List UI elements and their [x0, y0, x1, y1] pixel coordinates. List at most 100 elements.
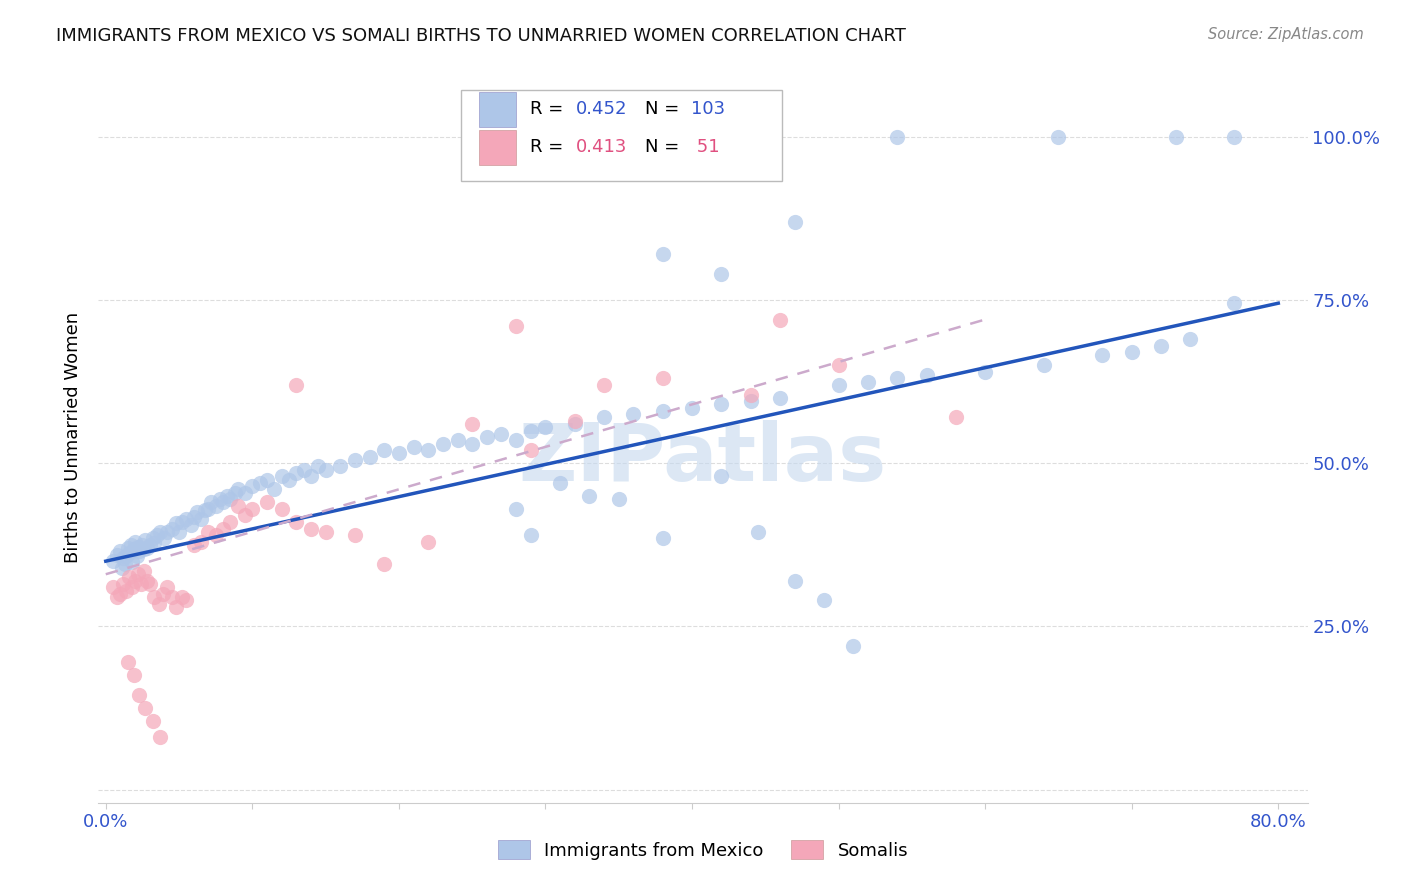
Point [285, 377, 308, 392]
Point [388, 446, 411, 460]
Point [373, 443, 395, 458]
Point [461, 417, 484, 431]
Point [183, 538, 205, 552]
Point [112, 550, 135, 565]
Point [343, 453, 366, 467]
Point [122, 668, 145, 682]
Point [135, 574, 157, 588]
Point [740, 394, 762, 409]
Point [593, 377, 616, 392]
Point [156, 580, 179, 594]
Point [651, 404, 673, 418]
Point [240, 479, 263, 493]
Point [285, 515, 308, 529]
Point [143, 536, 166, 550]
Point [128, 688, 150, 702]
Point [520, 528, 543, 542]
Point [118, 546, 141, 560]
Point [783, 214, 806, 228]
Point [827, 358, 849, 372]
Point [505, 319, 527, 334]
Point [1047, 129, 1070, 144]
Point [520, 424, 543, 438]
Text: R =: R = [530, 101, 569, 119]
Point [505, 434, 527, 448]
Point [432, 436, 454, 450]
Point [418, 534, 440, 549]
Point [886, 129, 908, 144]
Point [134, 533, 156, 548]
Text: Source: ZipAtlas.com: Source: ZipAtlas.com [1208, 27, 1364, 42]
Point [138, 577, 160, 591]
Point [769, 312, 792, 326]
Point [135, 541, 157, 555]
Point [292, 463, 315, 477]
Point [446, 434, 468, 448]
Point [186, 505, 208, 519]
Point [200, 495, 222, 509]
Point [270, 502, 292, 516]
Point [1091, 348, 1114, 362]
Point [115, 583, 138, 598]
Point [194, 503, 217, 517]
Point [115, 549, 138, 563]
Point [217, 489, 239, 503]
Point [842, 639, 865, 653]
Point [783, 574, 806, 588]
Point [146, 528, 169, 542]
Point [747, 524, 769, 539]
Point [152, 587, 174, 601]
Point [974, 365, 997, 379]
Point [204, 499, 226, 513]
Point [226, 483, 249, 497]
Point [190, 534, 212, 549]
Text: IMMIGRANTS FROM MEXICO VS SOMALI BIRTHS TO UNMARRIED WOMEN CORRELATION CHART: IMMIGRANTS FROM MEXICO VS SOMALI BIRTHS … [56, 27, 905, 45]
Point [299, 521, 322, 535]
Point [278, 473, 301, 487]
Point [270, 469, 292, 483]
Point [856, 375, 879, 389]
Point [101, 580, 124, 594]
Point [127, 540, 149, 554]
Bar [479, 129, 516, 165]
Point [651, 247, 673, 261]
Point [149, 731, 172, 745]
Point [107, 548, 129, 562]
Point [176, 593, 198, 607]
Point [107, 590, 129, 604]
Point [127, 567, 149, 582]
Text: N =: N = [645, 101, 685, 119]
Point [534, 420, 557, 434]
Point [263, 483, 285, 497]
Point [548, 475, 571, 490]
Point [219, 492, 242, 507]
Point [886, 371, 908, 385]
Point [651, 371, 673, 385]
Point [110, 544, 132, 558]
Point [359, 450, 381, 464]
Point [256, 495, 278, 509]
Point [343, 528, 366, 542]
Point [138, 538, 160, 552]
Point [1164, 129, 1187, 144]
Point [475, 430, 498, 444]
Point [315, 524, 337, 539]
Point [1223, 129, 1246, 144]
Text: R =: R = [530, 138, 569, 156]
Point [134, 701, 156, 715]
Point [204, 528, 226, 542]
Point [505, 502, 527, 516]
Point [114, 558, 136, 572]
Point [165, 516, 187, 531]
Point [183, 509, 205, 524]
Point [142, 714, 165, 728]
Point [212, 521, 235, 535]
Point [915, 368, 938, 382]
Text: 0.413: 0.413 [576, 138, 627, 156]
Point [402, 440, 425, 454]
Point [197, 524, 219, 539]
Point [491, 426, 513, 441]
Point [165, 599, 187, 614]
Point [131, 538, 153, 552]
Point [128, 544, 150, 558]
